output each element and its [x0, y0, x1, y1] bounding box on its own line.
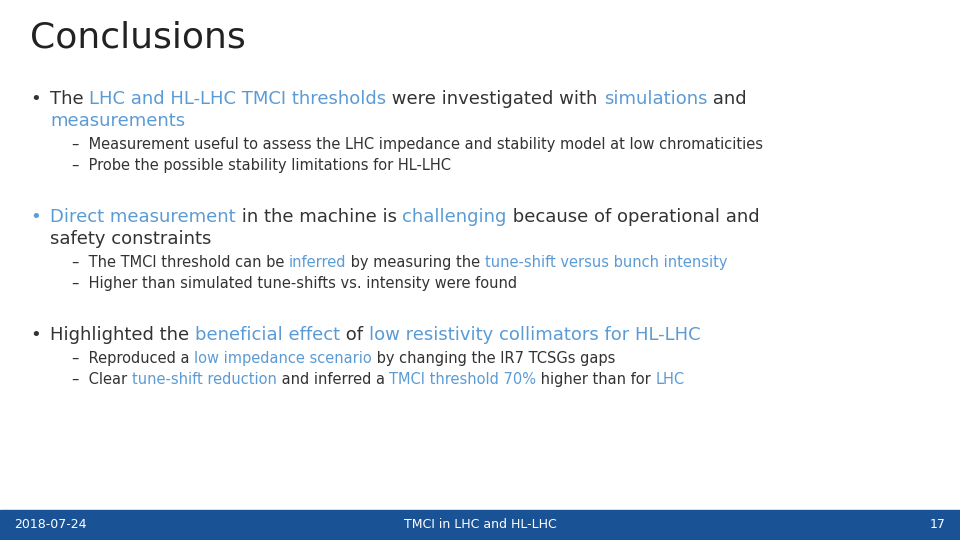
Text: –  Higher than simulated tune-shifts vs. intensity were found: – Higher than simulated tune-shifts vs. … [72, 276, 517, 291]
Text: •: • [30, 326, 40, 344]
Text: simulations: simulations [604, 90, 708, 108]
Text: LHC and HL-LHC TMCI thresholds: LHC and HL-LHC TMCI thresholds [89, 90, 387, 108]
Text: Highlighted the: Highlighted the [50, 326, 195, 344]
Text: challenging: challenging [402, 208, 507, 226]
Text: The: The [50, 90, 89, 108]
Text: Conclusions: Conclusions [30, 20, 246, 54]
Text: –  Probe the possible stability limitations for HL-LHC: – Probe the possible stability limitatio… [72, 158, 451, 173]
Text: •: • [30, 208, 40, 226]
Text: by changing the IR7 TCSGs gaps: by changing the IR7 TCSGs gaps [372, 351, 615, 366]
Text: –  Clear: – Clear [72, 372, 132, 387]
Text: beneficial effect: beneficial effect [195, 326, 340, 344]
Text: TMCI threshold 70%: TMCI threshold 70% [389, 372, 537, 387]
Text: Direct measurement: Direct measurement [50, 208, 235, 226]
Text: tune-shift reduction: tune-shift reduction [132, 372, 276, 387]
Text: low resistivity collimators for HL-LHC: low resistivity collimators for HL-LHC [369, 326, 701, 344]
Text: because of operational and: because of operational and [507, 208, 759, 226]
Text: by measuring the: by measuring the [347, 255, 485, 270]
Text: •: • [30, 90, 40, 108]
Text: in the machine is: in the machine is [235, 208, 402, 226]
Bar [0, 510, 960, 540]
Text: higher than for: higher than for [537, 372, 656, 387]
Text: safety constraints: safety constraints [50, 230, 211, 248]
Text: –  Measurement useful to assess the LHC impedance and stability model at low chr: – Measurement useful to assess the LHC i… [72, 137, 763, 152]
Text: and inferred a: and inferred a [276, 372, 389, 387]
Text: tune-shift versus bunch intensity: tune-shift versus bunch intensity [485, 255, 728, 270]
Text: 17: 17 [930, 518, 946, 531]
Text: inferred: inferred [289, 255, 347, 270]
Text: –  The TMCI threshold can be: – The TMCI threshold can be [72, 255, 289, 270]
Text: 2018-07-24: 2018-07-24 [14, 518, 86, 531]
Text: and: and [708, 90, 747, 108]
Text: TMCI in LHC and HL-LHC: TMCI in LHC and HL-LHC [403, 518, 557, 531]
Text: were investigated with: were investigated with [387, 90, 604, 108]
Text: measurements: measurements [50, 112, 185, 130]
Text: –  Reproduced a: – Reproduced a [72, 351, 194, 366]
Text: low impedance scenario: low impedance scenario [194, 351, 372, 366]
Text: of: of [340, 326, 369, 344]
Text: LHC: LHC [656, 372, 684, 387]
